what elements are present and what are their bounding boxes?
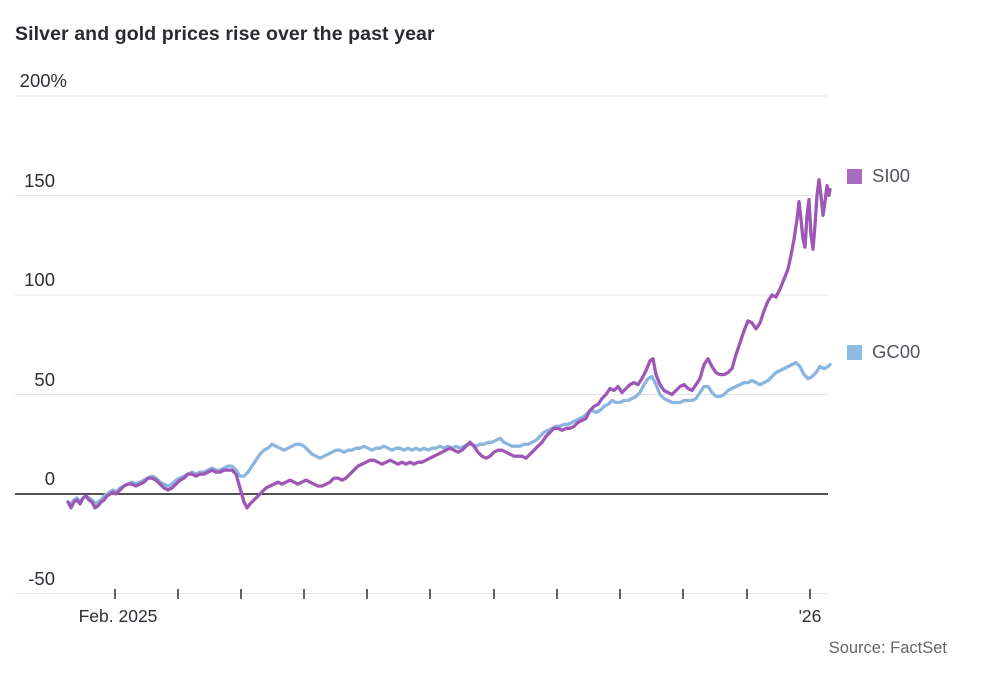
series-line-gc00 xyxy=(66,361,832,506)
series-line-si00 xyxy=(66,177,832,510)
y-axis-label: -50 xyxy=(28,567,55,589)
x-axis-label-start: Feb. 2025 xyxy=(78,606,158,626)
legend-item-gc00: GC00 xyxy=(847,341,920,363)
y-axis-label: 100 xyxy=(24,269,55,290)
source-attribution: Source: FactSet xyxy=(828,639,947,657)
y-axis-label: 0 xyxy=(44,468,55,489)
legend-item-si00: SI00 xyxy=(847,165,910,187)
legend-label-gc00: GC00 xyxy=(872,341,921,362)
si00-swatch-icon xyxy=(847,168,862,184)
gc00-swatch-icon xyxy=(847,344,862,360)
x-axis-label-end: '26 xyxy=(798,606,822,626)
y-axis-label: 200% xyxy=(19,70,67,91)
y-axis-label: 50 xyxy=(34,368,55,390)
y-axis-label: 150 xyxy=(24,169,55,191)
legend-label-si00: SI00 xyxy=(872,165,911,186)
chart-title: Silver and gold prices rise over the pas… xyxy=(15,23,435,45)
